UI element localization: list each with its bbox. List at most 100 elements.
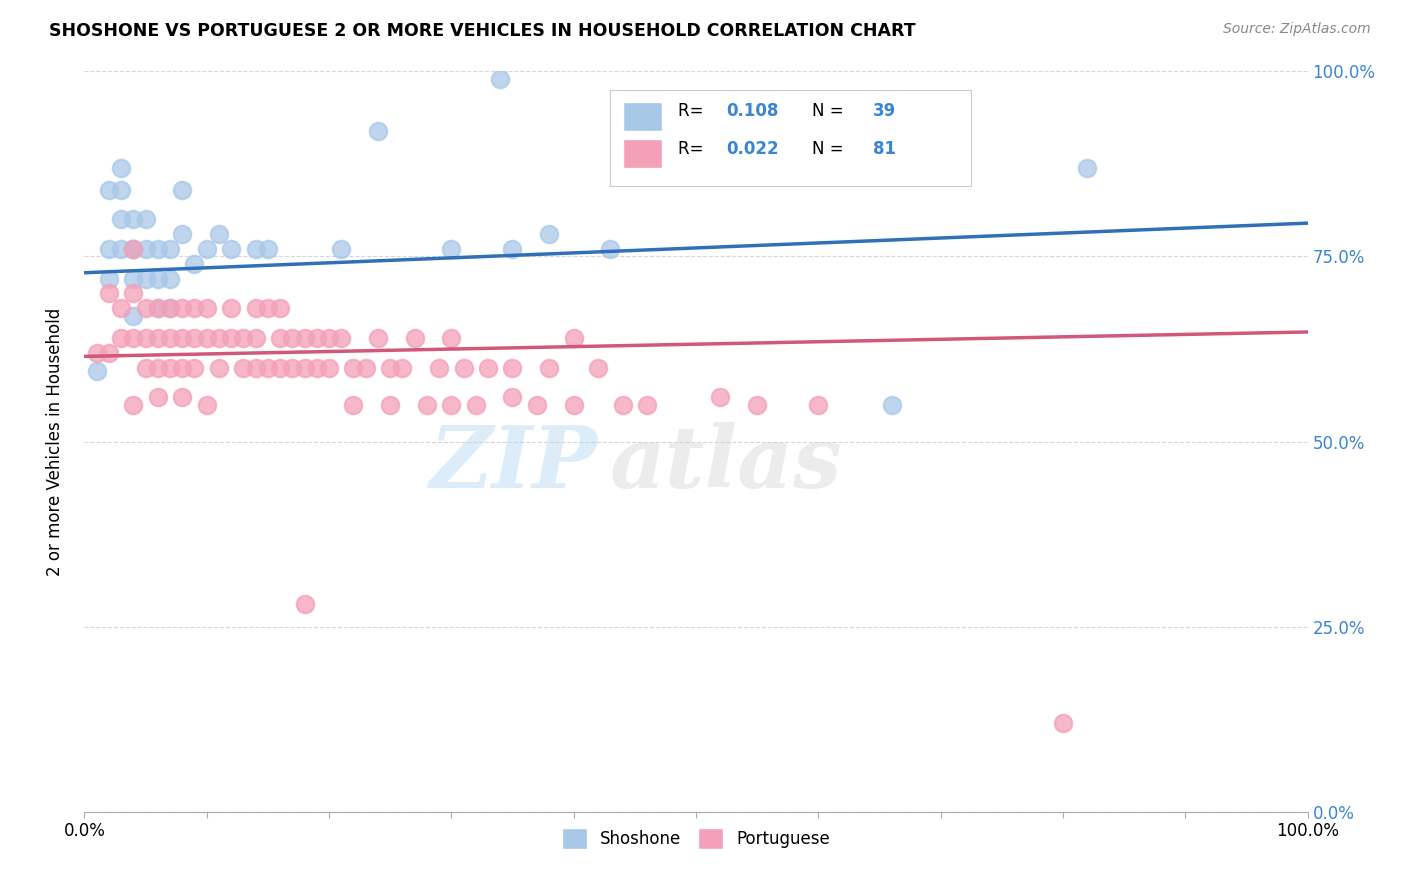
Point [146, 242, 169, 256]
Point [318, 331, 340, 345]
Point [440, 331, 463, 345]
Point [183, 257, 205, 271]
Point [122, 331, 145, 345]
Point [440, 242, 463, 256]
Point [747, 398, 769, 412]
Text: 81: 81 [873, 140, 897, 158]
Point [159, 271, 181, 285]
Text: N =: N = [813, 140, 849, 158]
Point [294, 331, 316, 345]
Text: N =: N = [813, 102, 849, 120]
Point [110, 242, 132, 256]
Point [146, 301, 169, 316]
Point [110, 301, 132, 316]
Legend: Shoshone, Portuguese: Shoshone, Portuguese [555, 822, 837, 855]
Point [342, 398, 364, 412]
Point [464, 398, 486, 412]
Point [183, 301, 205, 316]
Point [318, 360, 340, 375]
Point [305, 360, 328, 375]
Point [294, 360, 316, 375]
Point [269, 360, 291, 375]
Point [538, 227, 561, 242]
Point [477, 360, 499, 375]
Point [135, 331, 157, 345]
Point [269, 301, 291, 316]
Point [305, 331, 328, 345]
Point [97, 242, 120, 256]
Point [380, 360, 402, 375]
Point [880, 398, 903, 412]
Point [110, 183, 132, 197]
FancyBboxPatch shape [610, 90, 972, 186]
Point [245, 331, 267, 345]
Point [586, 360, 609, 375]
Text: R=: R= [678, 102, 709, 120]
Point [135, 360, 157, 375]
Point [172, 227, 194, 242]
Point [183, 360, 205, 375]
Point [122, 271, 145, 285]
Point [122, 286, 145, 301]
Point [612, 398, 634, 412]
Point [208, 331, 231, 345]
Point [146, 390, 169, 404]
Point [342, 360, 364, 375]
Point [195, 331, 218, 345]
Point [380, 398, 402, 412]
Point [489, 71, 512, 86]
Point [245, 360, 267, 375]
Point [159, 301, 181, 316]
Point [195, 301, 218, 316]
Point [526, 398, 548, 412]
Point [208, 227, 231, 242]
Text: 0.108: 0.108 [727, 102, 779, 120]
Point [110, 161, 132, 175]
Point [97, 345, 120, 359]
Point [294, 598, 316, 612]
Point [354, 360, 377, 375]
Point [1052, 715, 1074, 730]
Point [208, 360, 231, 375]
Y-axis label: 2 or more Vehicles in Household: 2 or more Vehicles in Household [45, 308, 63, 575]
Point [122, 398, 145, 412]
Point [1076, 161, 1098, 175]
Point [122, 309, 145, 323]
Point [562, 331, 585, 345]
Point [195, 398, 218, 412]
Point [562, 398, 585, 412]
Point [404, 331, 426, 345]
Text: 0.022: 0.022 [727, 140, 779, 158]
Point [219, 242, 242, 256]
Point [195, 242, 218, 256]
Text: 39: 39 [873, 102, 897, 120]
Text: R=: R= [678, 140, 709, 158]
Text: ZIP: ZIP [430, 422, 598, 506]
Point [367, 331, 389, 345]
Point [159, 242, 181, 256]
Point [97, 286, 120, 301]
Text: Source: ZipAtlas.com: Source: ZipAtlas.com [1223, 22, 1371, 37]
Point [159, 301, 181, 316]
Point [502, 360, 524, 375]
Point [172, 301, 194, 316]
Point [807, 398, 830, 412]
Point [159, 331, 181, 345]
Point [257, 301, 280, 316]
Point [172, 390, 194, 404]
Point [330, 242, 353, 256]
Point [122, 242, 145, 256]
Point [257, 360, 280, 375]
Point [146, 360, 169, 375]
Point [232, 331, 254, 345]
Point [122, 212, 145, 227]
Point [122, 242, 145, 256]
Point [135, 242, 157, 256]
Point [269, 331, 291, 345]
Point [146, 301, 169, 316]
Point [502, 242, 524, 256]
Point [135, 271, 157, 285]
Point [110, 331, 132, 345]
Point [245, 301, 267, 316]
Point [538, 360, 561, 375]
